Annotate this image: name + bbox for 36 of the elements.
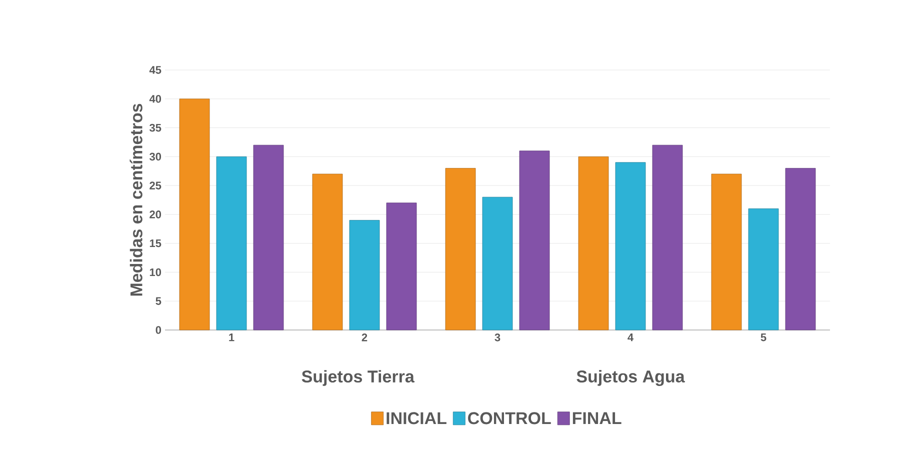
y-tick-label: 10 xyxy=(150,268,162,276)
legend-label: FINAL xyxy=(572,412,622,424)
text: Sujetos Tierra xyxy=(302,370,414,386)
bar xyxy=(785,168,816,330)
text: Sujetos Agua xyxy=(576,370,685,386)
x-tick-label: 1 xyxy=(229,334,234,342)
bar xyxy=(253,144,284,330)
bar xyxy=(216,156,247,330)
bar xyxy=(615,162,646,330)
bar xyxy=(482,196,513,330)
bar xyxy=(748,208,779,330)
bar xyxy=(349,220,380,330)
bar xyxy=(711,174,742,330)
x-tick-label: 2 xyxy=(362,334,368,342)
y-tick-label: 20 xyxy=(150,210,162,218)
y-tick-label: 25 xyxy=(150,182,162,190)
y-tick-label: 35 xyxy=(149,124,162,132)
bar xyxy=(652,144,683,330)
y-axis-title: Medidas en centímetros xyxy=(130,104,142,296)
bar xyxy=(519,150,550,330)
bar xyxy=(386,202,417,330)
bar xyxy=(445,168,476,330)
y-tick-label: 40 xyxy=(149,95,162,103)
bar xyxy=(179,98,210,330)
bar xyxy=(312,174,343,330)
legend-label: INICIAL xyxy=(386,412,446,424)
y-tick-label: 0 xyxy=(156,326,162,334)
y-tick-label: 30 xyxy=(149,152,162,161)
y-tick-label: 5 xyxy=(156,297,162,305)
x-tick-label: 3 xyxy=(494,334,500,342)
bar xyxy=(578,156,609,330)
x-tick-label: 5 xyxy=(760,334,766,342)
x-tick-label: 4 xyxy=(628,334,634,342)
y-tick-label: 45 xyxy=(149,66,162,74)
legend-label: CONTROL xyxy=(468,412,551,424)
y-tick-label: 15 xyxy=(150,239,162,248)
